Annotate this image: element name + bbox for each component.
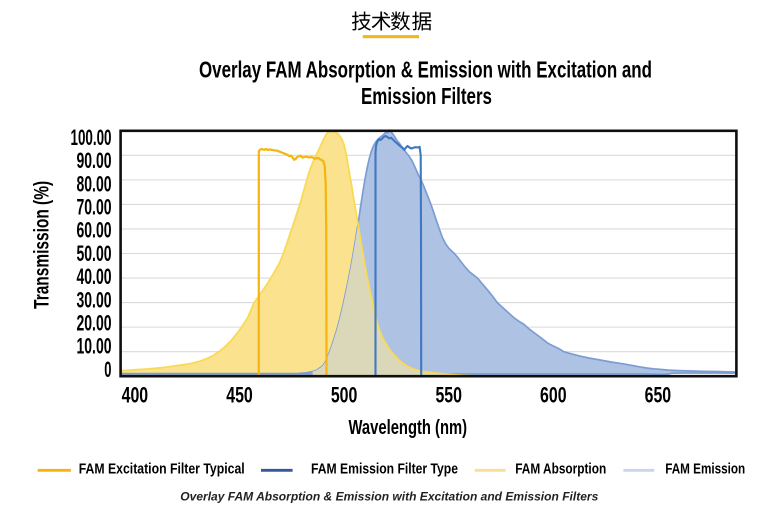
svg-text:500: 500 [331,382,358,407]
svg-text:50.00: 50.00 [77,241,112,266]
svg-text:650: 650 [645,382,672,407]
svg-text:40.00: 40.00 [77,264,112,289]
svg-text:100.00: 100.00 [71,125,112,150]
svg-text:Emission Filters: Emission Filters [361,83,492,109]
svg-text:Wavelength (nm): Wavelength (nm) [349,417,468,439]
svg-text:550: 550 [435,382,462,407]
svg-text:80.00: 80.00 [77,171,112,196]
svg-text:FAM Excitation Filter Typical: FAM Excitation Filter Typical [79,462,245,478]
svg-text:70.00: 70.00 [77,195,112,220]
svg-text:Transmission (%): Transmission (%) [29,181,53,309]
svg-text:450: 450 [226,382,253,407]
svg-text:30.00: 30.00 [77,287,112,312]
svg-text:FAM Emission: FAM Emission [665,462,745,478]
svg-text:20.00: 20.00 [77,310,112,335]
svg-text:FAM Absorption: FAM Absorption [515,462,606,478]
svg-text:400: 400 [122,382,149,407]
svg-text:10.00: 10.00 [77,334,112,359]
svg-text:Overlay FAM Absorption & Emiss: Overlay FAM Absorption & Emission with E… [199,57,652,83]
svg-text:60.00: 60.00 [77,218,112,243]
svg-text:Overlay FAM Absorption & Emiss: Overlay FAM Absorption & Emission with E… [180,489,598,503]
svg-text:600: 600 [540,382,567,407]
svg-text:90.00: 90.00 [77,148,112,173]
svg-text:FAM Emission Filter Type: FAM Emission Filter Type [311,462,458,478]
svg-text:0: 0 [104,357,111,382]
